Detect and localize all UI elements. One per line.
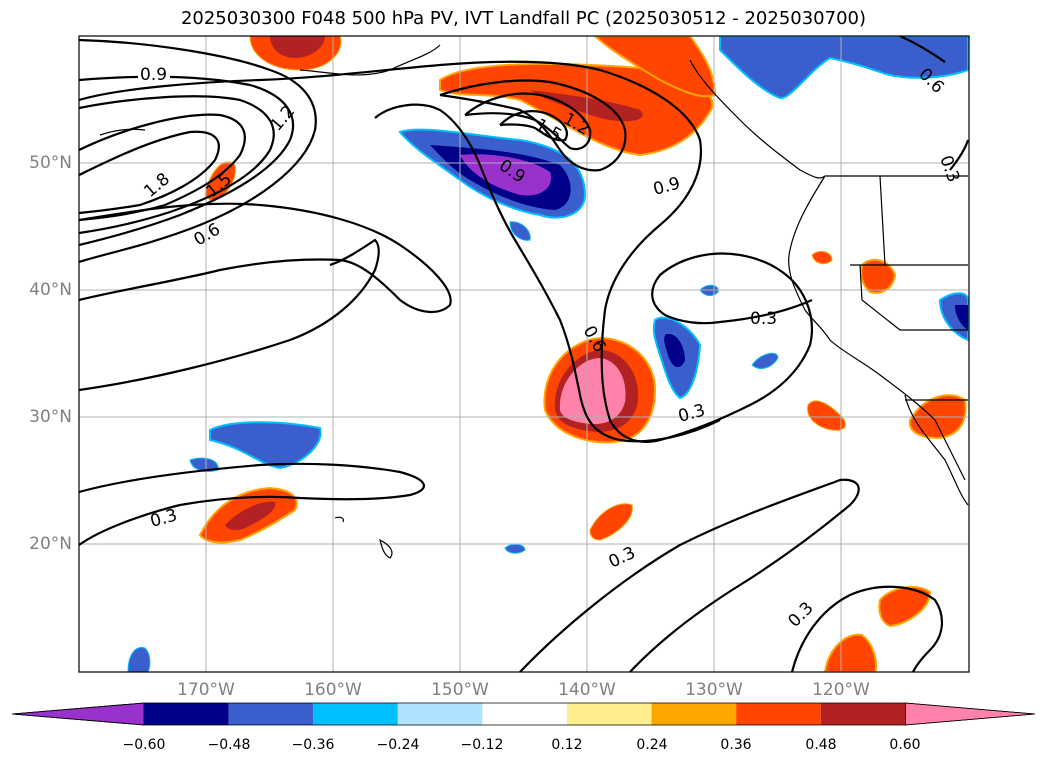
lon-label: 120°W — [812, 680, 870, 700]
lat-label: 30°N — [29, 407, 72, 427]
colorbar — [11, 702, 1036, 726]
colorbar-tick: −0.48 — [207, 737, 251, 753]
contour-label: 0.9 — [651, 174, 682, 200]
colorbar-swatch — [144, 703, 229, 725]
colorbar-tick: 0.48 — [805, 737, 837, 753]
contour-label: 0.3 — [750, 309, 777, 329]
map-title: 2025030300 F048 500 hPa PV, IVT Landfall… — [180, 8, 867, 29]
colorbar-swatch — [313, 703, 398, 725]
colorbar-tick: 0.12 — [551, 737, 583, 753]
lon-label: 160°W — [304, 680, 362, 700]
colorbar-tick: 0.36 — [720, 737, 752, 753]
lon-label: 170°W — [177, 680, 235, 700]
colorbar-swatch — [482, 703, 567, 725]
contour-label: 0.3 — [148, 506, 179, 532]
colorbar-swatch — [567, 703, 652, 725]
contour-labels: 0.9 1.2 1.8 1.5 0.6 0.9 1.2 1.5 0.9 0.6 … — [138, 64, 963, 632]
colorbar-tick: −0.12 — [460, 737, 504, 753]
lat-label: 40°N — [29, 280, 72, 300]
colorbar-swatch — [651, 703, 737, 725]
colorbar-tick: −0.24 — [376, 737, 420, 753]
colorbar-tick: 0.24 — [636, 737, 668, 753]
map-frame — [78, 35, 970, 673]
colorbar-arrow-left — [11, 702, 145, 726]
colorbar-tick: −0.36 — [291, 737, 335, 753]
contour-label: 1.2 — [267, 102, 300, 136]
lon-label: 130°W — [685, 680, 743, 700]
colorbar-swatch — [820, 703, 906, 725]
shaded-anomalies — [127, 36, 969, 672]
colorbar-swatch — [397, 703, 483, 725]
contour-label: 0.3 — [606, 543, 639, 573]
colorbar-swatch — [228, 703, 314, 725]
contour-label: 0.9 — [140, 65, 167, 85]
colorbar-arrow-right — [905, 702, 1036, 726]
lat-label: 20°N — [29, 534, 72, 554]
lon-label: 140°W — [558, 680, 616, 700]
contour-label: 0.6 — [191, 219, 224, 250]
lon-label: 150°W — [431, 680, 489, 700]
lat-label: 50°N — [29, 153, 72, 173]
colorbar-tick: −0.60 — [122, 737, 166, 753]
contour-lines — [79, 36, 969, 672]
colorbar-tick: 0.60 — [889, 737, 921, 753]
contour-label: 0.3 — [676, 401, 707, 427]
contour-label: 1.8 — [140, 169, 174, 202]
colorbar-swatch — [736, 703, 821, 725]
graticule — [79, 36, 969, 672]
coastlines — [99, 44, 969, 559]
